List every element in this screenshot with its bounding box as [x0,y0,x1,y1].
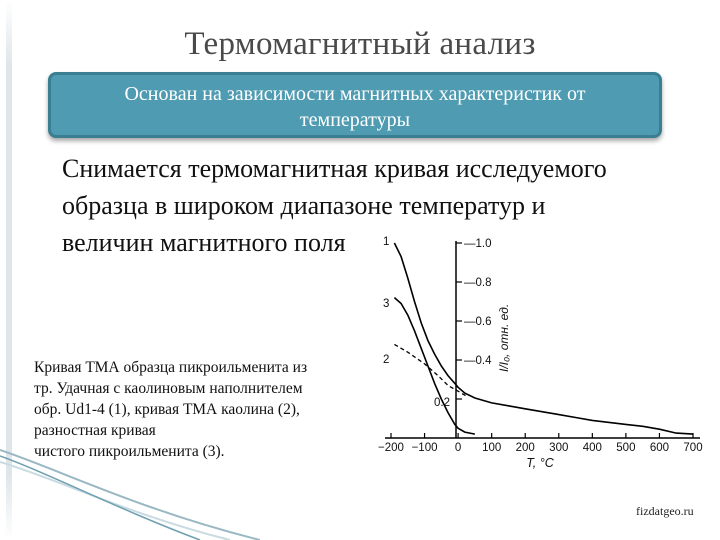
y-tick-label: 0.2 [434,397,450,409]
caption-line-1: Кривая ТМА образца пикроильменита из [34,359,308,376]
callout-line-1: Основан на зависимости магнитных характе… [124,83,586,105]
body-line-1: Снимается термомагнитная кривая исследуе… [62,154,607,183]
y-tick-label: —0.4 [464,355,492,367]
x-tick-label: 400 [583,442,602,454]
figure-caption: Кривая ТМА образца пикроильменита из тр.… [34,357,374,462]
caption-line-5: чистого пикроильменита (3). [34,443,225,460]
caption-line-3: обр. Ud1-4 (1), кривая ТМА каолина (2), [34,401,300,418]
x-tick-label: 300 [549,442,568,454]
left-rail-decoration [6,0,12,540]
y-axis-label: I/I₀, отн. ед. [497,304,511,372]
x-tick-label: 700 [683,442,702,454]
x-tick-label: 600 [650,442,669,454]
y-tick-label: —1.0 [464,238,492,250]
x-tick-label: 500 [616,442,635,454]
x-tick-label: −100 [412,442,438,454]
slide-title: Термомагнитный анализ [184,26,536,62]
source-credit: fizdatgeo.ru [636,504,694,518]
callout-line-2: температуры [299,109,411,131]
y-tick-label: —0.6 [464,316,492,328]
x-tick-label: 200 [516,442,535,454]
x-tick-label: 0 [455,442,461,454]
series-line-2 [394,343,469,398]
series-label-2: 2 [383,354,389,366]
series-label-3: 3 [383,298,389,310]
caption-line-2: тр. Удачная с каолиновым наполнителем [34,380,303,397]
x-axis-label: T, °C [526,456,554,470]
series-line-1 [393,242,694,435]
body-line-2: образца в широком диапазоне температур и [62,191,546,220]
series-line-3 [393,296,476,435]
x-tick-label: 100 [482,442,501,454]
body-line-3: величин магнитного поля [62,228,346,257]
series-label-1: 1 [383,236,389,248]
body-paragraph: Снимается термомагнитная кривая исследуе… [62,150,682,261]
x-tick-label: −200 [378,442,404,454]
caption-line-4: разностная кривая [34,422,156,439]
definition-callout-box: Основан на зависимости магнитных характе… [48,72,662,138]
y-tick-label: —0.8 [464,277,492,289]
corner-swoosh-decoration [0,449,260,540]
